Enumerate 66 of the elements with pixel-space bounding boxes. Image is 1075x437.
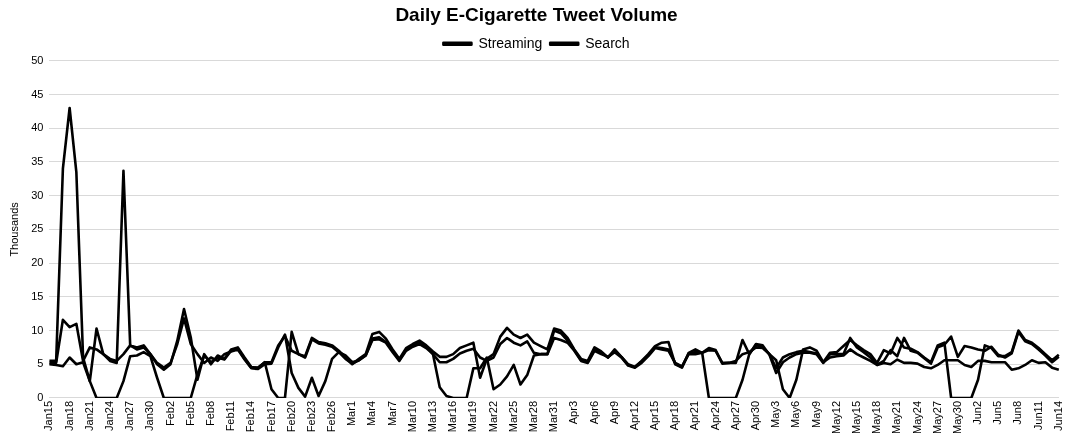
legend-label: Streaming	[478, 34, 543, 51]
x-tick-label: May21	[890, 400, 903, 435]
x-tick-label: Mar10	[405, 400, 418, 433]
x-tick-label: Mar7	[385, 400, 398, 427]
x-tick-label: Apr21	[688, 400, 701, 431]
x-tick-label: Apr9	[607, 400, 620, 425]
x-tick-label: Jun14	[1051, 400, 1064, 431]
x-tick-label: Feb23	[304, 400, 317, 433]
x-tick-label: Mar4	[365, 400, 378, 427]
x-tick-label: Apr12	[627, 400, 640, 431]
x-tick-label: Mar31	[547, 400, 560, 433]
x-tick-label: Mar22	[486, 400, 499, 433]
x-tick-label: May27	[930, 400, 943, 435]
x-tick-label: Mar16	[446, 400, 459, 433]
y-tick-label: 10	[31, 323, 44, 336]
y-tick-label: 35	[31, 154, 44, 167]
y-tick-label: 25	[31, 222, 44, 235]
x-tick-label: Mar19	[466, 400, 479, 433]
y-tick-label: 5	[37, 357, 44, 370]
y-tick-label: 30	[31, 188, 44, 201]
x-tick-label: Jun5	[991, 400, 1004, 425]
x-tick-label: May3	[769, 400, 782, 428]
x-tick-label: Apr3	[567, 400, 580, 425]
x-tick-label: Mar28	[526, 400, 539, 433]
y-tick-label: 20	[31, 256, 44, 269]
chart-title: Daily E-Cigarette Tweet Volume	[395, 3, 678, 25]
x-tick-label: May24	[910, 400, 923, 435]
x-tick-label: Feb26	[325, 400, 338, 433]
x-tick-label: Jan21	[82, 400, 95, 431]
x-tick-label: May30	[950, 400, 963, 435]
y-tick-label: 0	[37, 391, 44, 404]
y-tick-label: 40	[31, 121, 44, 134]
x-tick-label: Jan18	[62, 400, 75, 431]
y-tick-label: 50	[31, 53, 44, 66]
x-tick-label: Jan24	[103, 400, 116, 431]
x-tick-label: Mar25	[506, 400, 519, 433]
x-tick-label: Mar13	[426, 400, 439, 433]
x-tick-label: May9	[809, 400, 822, 428]
x-tick-label: Apr15	[648, 400, 661, 431]
x-tick-label: May6	[789, 400, 802, 428]
x-tick-label: Apr18	[668, 400, 681, 431]
x-tick-label: Feb17	[264, 400, 277, 433]
x-tick-label: Feb8	[203, 400, 216, 427]
y-axis-title: Thousands	[7, 201, 20, 257]
y-tick-label: 45	[31, 87, 44, 100]
x-tick-label: Jan30	[143, 400, 156, 431]
x-tick-label: Jun8	[1011, 400, 1024, 425]
x-tick-label: Jan15	[42, 400, 55, 431]
x-tick-label: Jun11	[1031, 400, 1044, 431]
x-tick-label: Feb2	[163, 400, 176, 427]
x-tick-label: Feb14	[244, 400, 257, 433]
x-tick-label: Jun2	[971, 400, 984, 425]
x-tick-label: Apr6	[587, 400, 600, 425]
x-tick-label: Apr24	[708, 400, 721, 431]
x-tick-label: Jan27	[123, 400, 136, 431]
x-tick-label: May18	[870, 400, 883, 435]
x-tick-label: Feb5	[183, 400, 196, 427]
x-tick-label: Mar1	[345, 400, 358, 427]
x-tick-label: Feb20	[284, 400, 297, 433]
x-tick-label: May15	[849, 400, 862, 435]
legend-label: Search	[585, 34, 630, 51]
y-tick-label: 15	[31, 289, 44, 302]
x-tick-label: Apr30	[749, 400, 762, 431]
x-tick-label: Apr27	[728, 400, 741, 431]
x-tick-label: Feb11	[224, 400, 237, 432]
x-tick-label: May12	[829, 400, 842, 435]
